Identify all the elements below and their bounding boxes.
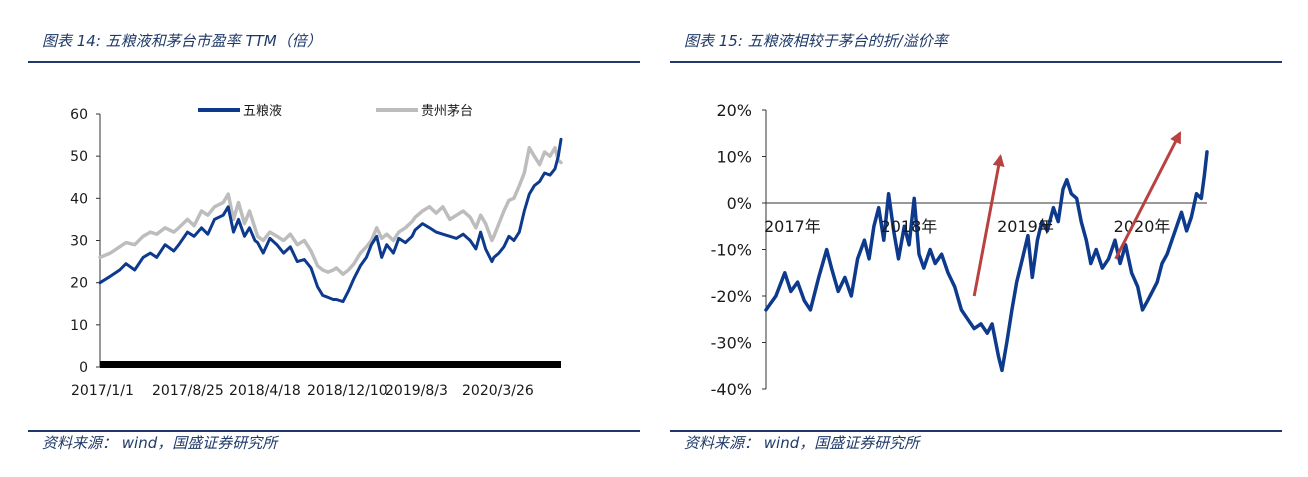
- right-chart: 20% 10% 0% -10% -20% -30% -40% 2017年 2018年 2019年 2…: [711, 101, 1209, 399]
- right-trend-arrow-2: [1114, 131, 1182, 260]
- left-chart: 0 10 20 30 40 50 60 2017/1/1 2017/8/25 2018/4/18 2…: [70, 104, 563, 399]
- right-y-tick-label: -30%: [711, 334, 752, 353]
- right-figure-title: 图表 15: 五粮液相较于茅台的折/溢价率: [684, 32, 948, 50]
- right-y-tick-label: 0%: [727, 194, 752, 213]
- right-y-tick-label: -40%: [711, 380, 752, 399]
- right-trend-arrow-1: [972, 154, 1005, 297]
- right-y-tick-label: 10%: [716, 148, 752, 167]
- left-y-tick-label: 40: [70, 191, 88, 207]
- left-y-tick-label: 60: [70, 107, 88, 123]
- right-y-tick-label: 20%: [716, 101, 752, 120]
- left-x-tick-label: 2017/8/25: [152, 383, 224, 399]
- left-figure-title: 图表 14: 五粮液和茅台市盈率 TTM（倍）: [42, 32, 322, 50]
- left-top-rule: [28, 61, 640, 63]
- left-y-tick-label: 20: [70, 276, 88, 292]
- left-y-tick-label: 10: [70, 318, 88, 334]
- right-x-tick-label: 2018年: [881, 217, 938, 236]
- left-source-note: 资料来源： wind，国盛证券研究所: [42, 434, 278, 452]
- right-bottom-rule: [670, 430, 1282, 432]
- right-x-tick-label: 2020年: [1114, 217, 1171, 236]
- left-x-axis: [100, 361, 561, 368]
- right-figure-panel: 图表 15: 五粮液相较于茅台的折/溢价率 20% 10% 0% -10% -20% -3…: [670, 0, 1282, 477]
- right-top-rule: [670, 61, 1282, 63]
- left-y-tick-label: 50: [70, 149, 88, 165]
- left-series-line-moutai: [98, 145, 563, 276]
- left-bottom-rule: [28, 430, 640, 432]
- right-source-note: 资料来源： wind，国盛证券研究所: [684, 434, 920, 452]
- left-x-tick-label: 2018/4/18: [229, 383, 301, 399]
- left-x-tick-label: 2018/12/10: [307, 383, 388, 399]
- right-x-tick-label: 2019年: [997, 217, 1054, 236]
- right-x-tick-label: 2017年: [764, 217, 821, 236]
- right-y-tick-label: -10%: [711, 241, 752, 260]
- left-series-line-wuliangye: [98, 137, 563, 304]
- left-legend-label: 五粮液: [243, 104, 282, 119]
- left-x-tick-label: 2019/8/3: [385, 383, 448, 399]
- left-figure-panel: 图表 14: 五粮液和茅台市盈率 TTM（倍） 0 10 20 30 40 50 60 201…: [28, 0, 640, 477]
- left-x-tick-label: 2017/1/1: [71, 383, 134, 399]
- right-series-line: [764, 150, 1209, 373]
- left-y-tick-label: 30: [70, 234, 88, 250]
- left-y-tick-label: 0: [79, 360, 88, 376]
- left-x-tick-label: 2020/3/26: [462, 383, 534, 399]
- left-legend-label: 贵州茅台: [421, 104, 473, 119]
- right-y-tick-label: -20%: [711, 287, 752, 306]
